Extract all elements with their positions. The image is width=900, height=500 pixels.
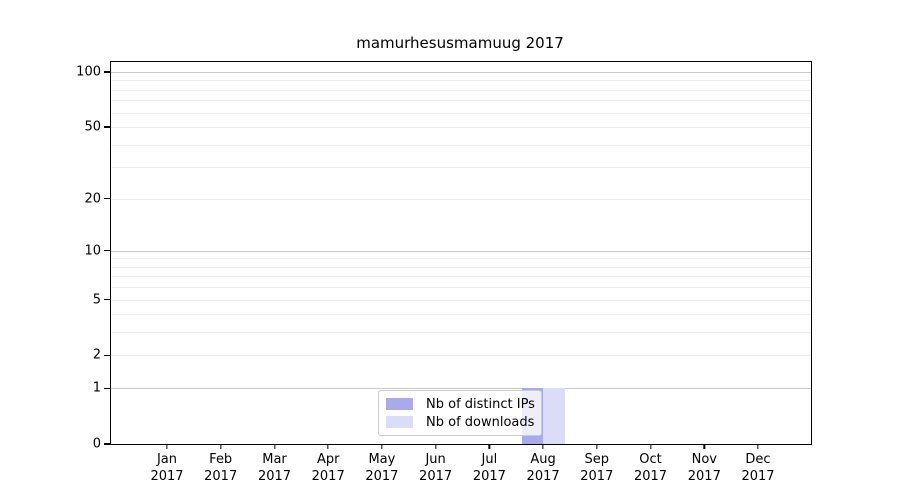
legend-swatch-distinct-ips-icon — [386, 398, 413, 410]
x-tick-mark — [488, 444, 491, 449]
y-gridline-minor — [111, 258, 811, 260]
legend-label-downloads: Nb of downloads — [426, 414, 535, 430]
y-tick-mark — [104, 126, 110, 128]
chart-title: mamurhesusmamuug 2017 — [356, 34, 564, 52]
legend-label-distinct-ips: Nb of distinct IPs — [426, 396, 535, 412]
x-tick-label: Jul 2017 — [472, 452, 506, 484]
y-gridline-minor — [111, 332, 811, 334]
y-tick-label: 20 — [84, 191, 101, 207]
y-tick-label: 50 — [84, 119, 101, 135]
legend: Nb of distinct IPs Nb of downloads — [378, 390, 542, 436]
x-tick-mark — [542, 444, 544, 449]
legend-swatch-downloads-icon — [386, 416, 413, 428]
y-gridline-minor — [111, 266, 811, 268]
y-tick-label: 5 — [92, 292, 101, 308]
y-gridline-minor — [111, 314, 811, 316]
x-tick-mark — [273, 444, 276, 449]
legend-item-distinct-ips: Nb of distinct IPs — [386, 397, 541, 412]
gridlines-layer — [111, 62, 811, 444]
x-tick-label: Jun 2017 — [419, 452, 453, 484]
x-tick-label: Feb 2017 — [204, 452, 238, 484]
y-gridline-minor — [111, 144, 811, 146]
y-tick-label: 10 — [84, 243, 101, 259]
x-tick-label: Oct 2017 — [633, 452, 668, 484]
x-tick-mark — [166, 444, 168, 449]
x-tick-mark — [757, 444, 759, 449]
y-tick-label: 1 — [92, 380, 101, 396]
y-tick-mark — [104, 443, 110, 445]
y-gridline-major — [111, 72, 811, 73]
y-tick-mark — [104, 298, 110, 301]
y-tick-mark — [104, 354, 110, 357]
y-tick-mark — [104, 250, 110, 252]
y-gridline-minor — [111, 100, 811, 102]
x-tick-mark — [327, 444, 329, 449]
y-gridline-minor — [111, 89, 811, 91]
y-tick-label: 0 — [92, 436, 101, 452]
x-tick-label: Jan 2017 — [150, 452, 184, 484]
x-tick-label: Mar 2017 — [257, 452, 292, 484]
x-tick-label: Dec 2017 — [741, 452, 775, 484]
y-gridline-minor — [111, 80, 811, 82]
x-tick-mark — [596, 444, 598, 449]
y-gridline-minor — [111, 127, 811, 129]
x-tick-label: Apr 2017 — [311, 452, 345, 484]
x-tick-mark — [434, 444, 437, 449]
x-tick-mark — [649, 444, 652, 449]
x-tick-label: Nov 2017 — [687, 452, 721, 484]
y-tick-mark — [104, 71, 110, 73]
y-gridline-minor — [111, 355, 811, 357]
bar-downloads — [543, 388, 565, 444]
x-tick-mark — [381, 444, 383, 449]
y-gridline-minor — [111, 112, 811, 114]
y-gridline-major — [111, 388, 811, 390]
y-gridline-minor — [111, 276, 811, 278]
plot-area: 0 1 2 5 10 20 50 100 Jan 2017 Feb 2017 Mar 2017 Apr… — [76, 61, 812, 484]
x-tick-label: May 2017 — [365, 452, 399, 484]
y-tick-label: 2 — [92, 347, 101, 363]
y-gridline-minor — [111, 299, 811, 301]
y-gridline-minor — [111, 167, 811, 169]
x-tick-mark — [703, 444, 705, 449]
y-tick-mark — [104, 387, 110, 389]
y-gridline-minor — [111, 287, 811, 289]
y-tick-mark — [104, 197, 110, 200]
x-tick-label: Sep 2017 — [580, 452, 614, 484]
legend-item-downloads: Nb of downloads — [386, 415, 541, 430]
x-tick-mark — [220, 444, 222, 449]
x-tick-label: Aug 2017 — [526, 452, 560, 484]
y-gridline-minor — [111, 198, 811, 200]
axis-ticks-layer: 0 1 2 5 10 20 50 100 Jan 2017 Feb 2017 Mar 2017 Apr… — [76, 62, 811, 484]
y-tick-label: 100 — [76, 64, 101, 80]
y-gridline-major — [111, 250, 811, 252]
